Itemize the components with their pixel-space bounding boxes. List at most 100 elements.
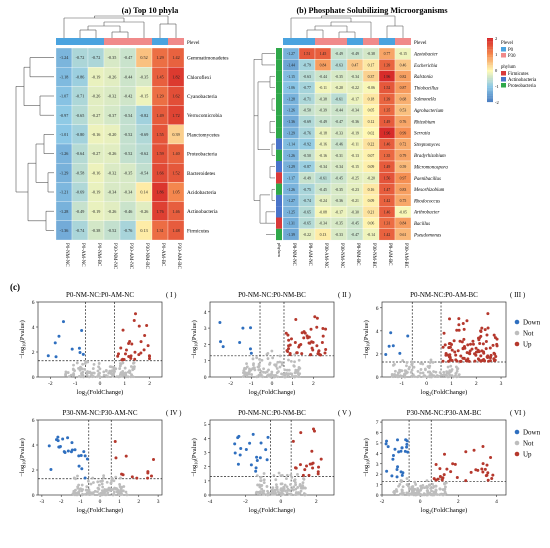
cell-value: 1.45 [156, 74, 163, 79]
point-not [125, 493, 129, 497]
legend-label: Down [523, 428, 541, 436]
volcano-points [384, 312, 499, 379]
point-not [124, 490, 128, 494]
point-not [287, 358, 290, 362]
point-not [279, 474, 283, 478]
point-not [415, 488, 419, 492]
x-tick-label: 2 [457, 499, 460, 505]
point-up [444, 352, 448, 356]
point-down [249, 351, 253, 355]
cell-value: -0.52 [124, 151, 133, 156]
point-up [452, 339, 456, 343]
point-down [385, 469, 389, 473]
cell-value: -0.50 [303, 154, 311, 158]
point-down [47, 444, 51, 448]
point-not [120, 493, 124, 496]
col-dendrogram-a [63, 15, 177, 38]
point-up [294, 317, 298, 321]
plevel-cell [379, 38, 395, 45]
point-not [80, 372, 83, 376]
point-not [291, 488, 295, 492]
point-up [315, 325, 319, 329]
point-not [294, 375, 298, 378]
point-up [310, 449, 314, 453]
point-not [245, 374, 249, 377]
point-not [276, 490, 280, 494]
point-not [76, 486, 80, 490]
color-scale-step [487, 42, 493, 45]
x-axis-label: log2(FoldChange) [77, 389, 124, 397]
row-dendrogram-a [15, 57, 54, 231]
volcano-points [384, 438, 495, 497]
cell-value: 1.59 [156, 151, 163, 156]
point-down [396, 465, 400, 469]
point-not [275, 485, 279, 489]
point-up [432, 477, 436, 481]
point-up [315, 344, 319, 348]
point-not [279, 482, 283, 486]
point-up [474, 346, 478, 350]
point-not [431, 374, 435, 378]
point-down [255, 458, 259, 462]
legend-dot [514, 319, 520, 325]
phylum-cell [276, 183, 282, 195]
color-scale-step [487, 71, 493, 74]
x-tick-label: 2 [137, 499, 140, 505]
cell-value: 1.35 [384, 109, 391, 113]
point-not [110, 479, 114, 482]
point-up [494, 355, 498, 359]
color-scale-step [487, 97, 493, 99]
point-not [285, 368, 289, 372]
point-down [395, 468, 399, 472]
point-not [410, 360, 414, 364]
color-scale-step [487, 66, 493, 69]
point-not [98, 375, 102, 378]
cell-value: -0.69 [140, 132, 149, 137]
legend-phylum-swatch [501, 71, 506, 76]
point-not [271, 486, 275, 490]
point-not [438, 493, 442, 497]
point-not [285, 485, 289, 489]
point-up [448, 342, 452, 346]
legend-phylum-item: Actinobacteria [508, 78, 537, 83]
cell-value: 1.49 [156, 113, 163, 118]
phylum-cell [276, 127, 282, 139]
y-tick-label: 0 [376, 375, 379, 381]
point-not [245, 371, 249, 375]
point-not [412, 489, 416, 492]
point-not [128, 369, 131, 373]
x-tick-label: 0 [279, 499, 282, 505]
point-up [461, 321, 465, 325]
cell-value: -0.47 [351, 233, 359, 237]
cell-value: 0.68 [400, 97, 407, 101]
point-not [245, 362, 248, 366]
point-not [430, 489, 433, 493]
point-down [221, 345, 225, 349]
point-up [146, 344, 150, 348]
cell-value: -0.26 [108, 74, 117, 79]
plevel-cell [395, 38, 411, 45]
volcano-panel: P0-NM-NC:P0-NM-BC ( II ) -2 -1 0 1 2 0 1 2 3 4 log2(… [191, 291, 351, 397]
point-up [146, 471, 150, 475]
cell-value: -0.20 [108, 132, 117, 137]
point-up [133, 350, 137, 354]
point-down [57, 334, 61, 338]
panel-roman: ( V ) [338, 409, 352, 417]
point-down [53, 341, 57, 345]
color-scale-step [487, 98, 493, 101]
legend-dot [514, 330, 520, 336]
panel-roman: ( VI ) [510, 409, 526, 417]
y-axis-label: −log10(Pvalue) [191, 438, 199, 477]
point-not [449, 364, 453, 368]
cell-value: -0.74 [303, 199, 311, 203]
point-not [401, 485, 405, 489]
point-not [391, 375, 395, 379]
plevel-cell [136, 38, 152, 45]
point-not [434, 489, 438, 492]
point-up [135, 476, 139, 480]
x-axis-label: log2(FoldChange) [77, 507, 124, 515]
point-down [77, 464, 81, 468]
point-not [97, 362, 101, 365]
point-not [101, 491, 104, 495]
point-not [258, 357, 261, 361]
